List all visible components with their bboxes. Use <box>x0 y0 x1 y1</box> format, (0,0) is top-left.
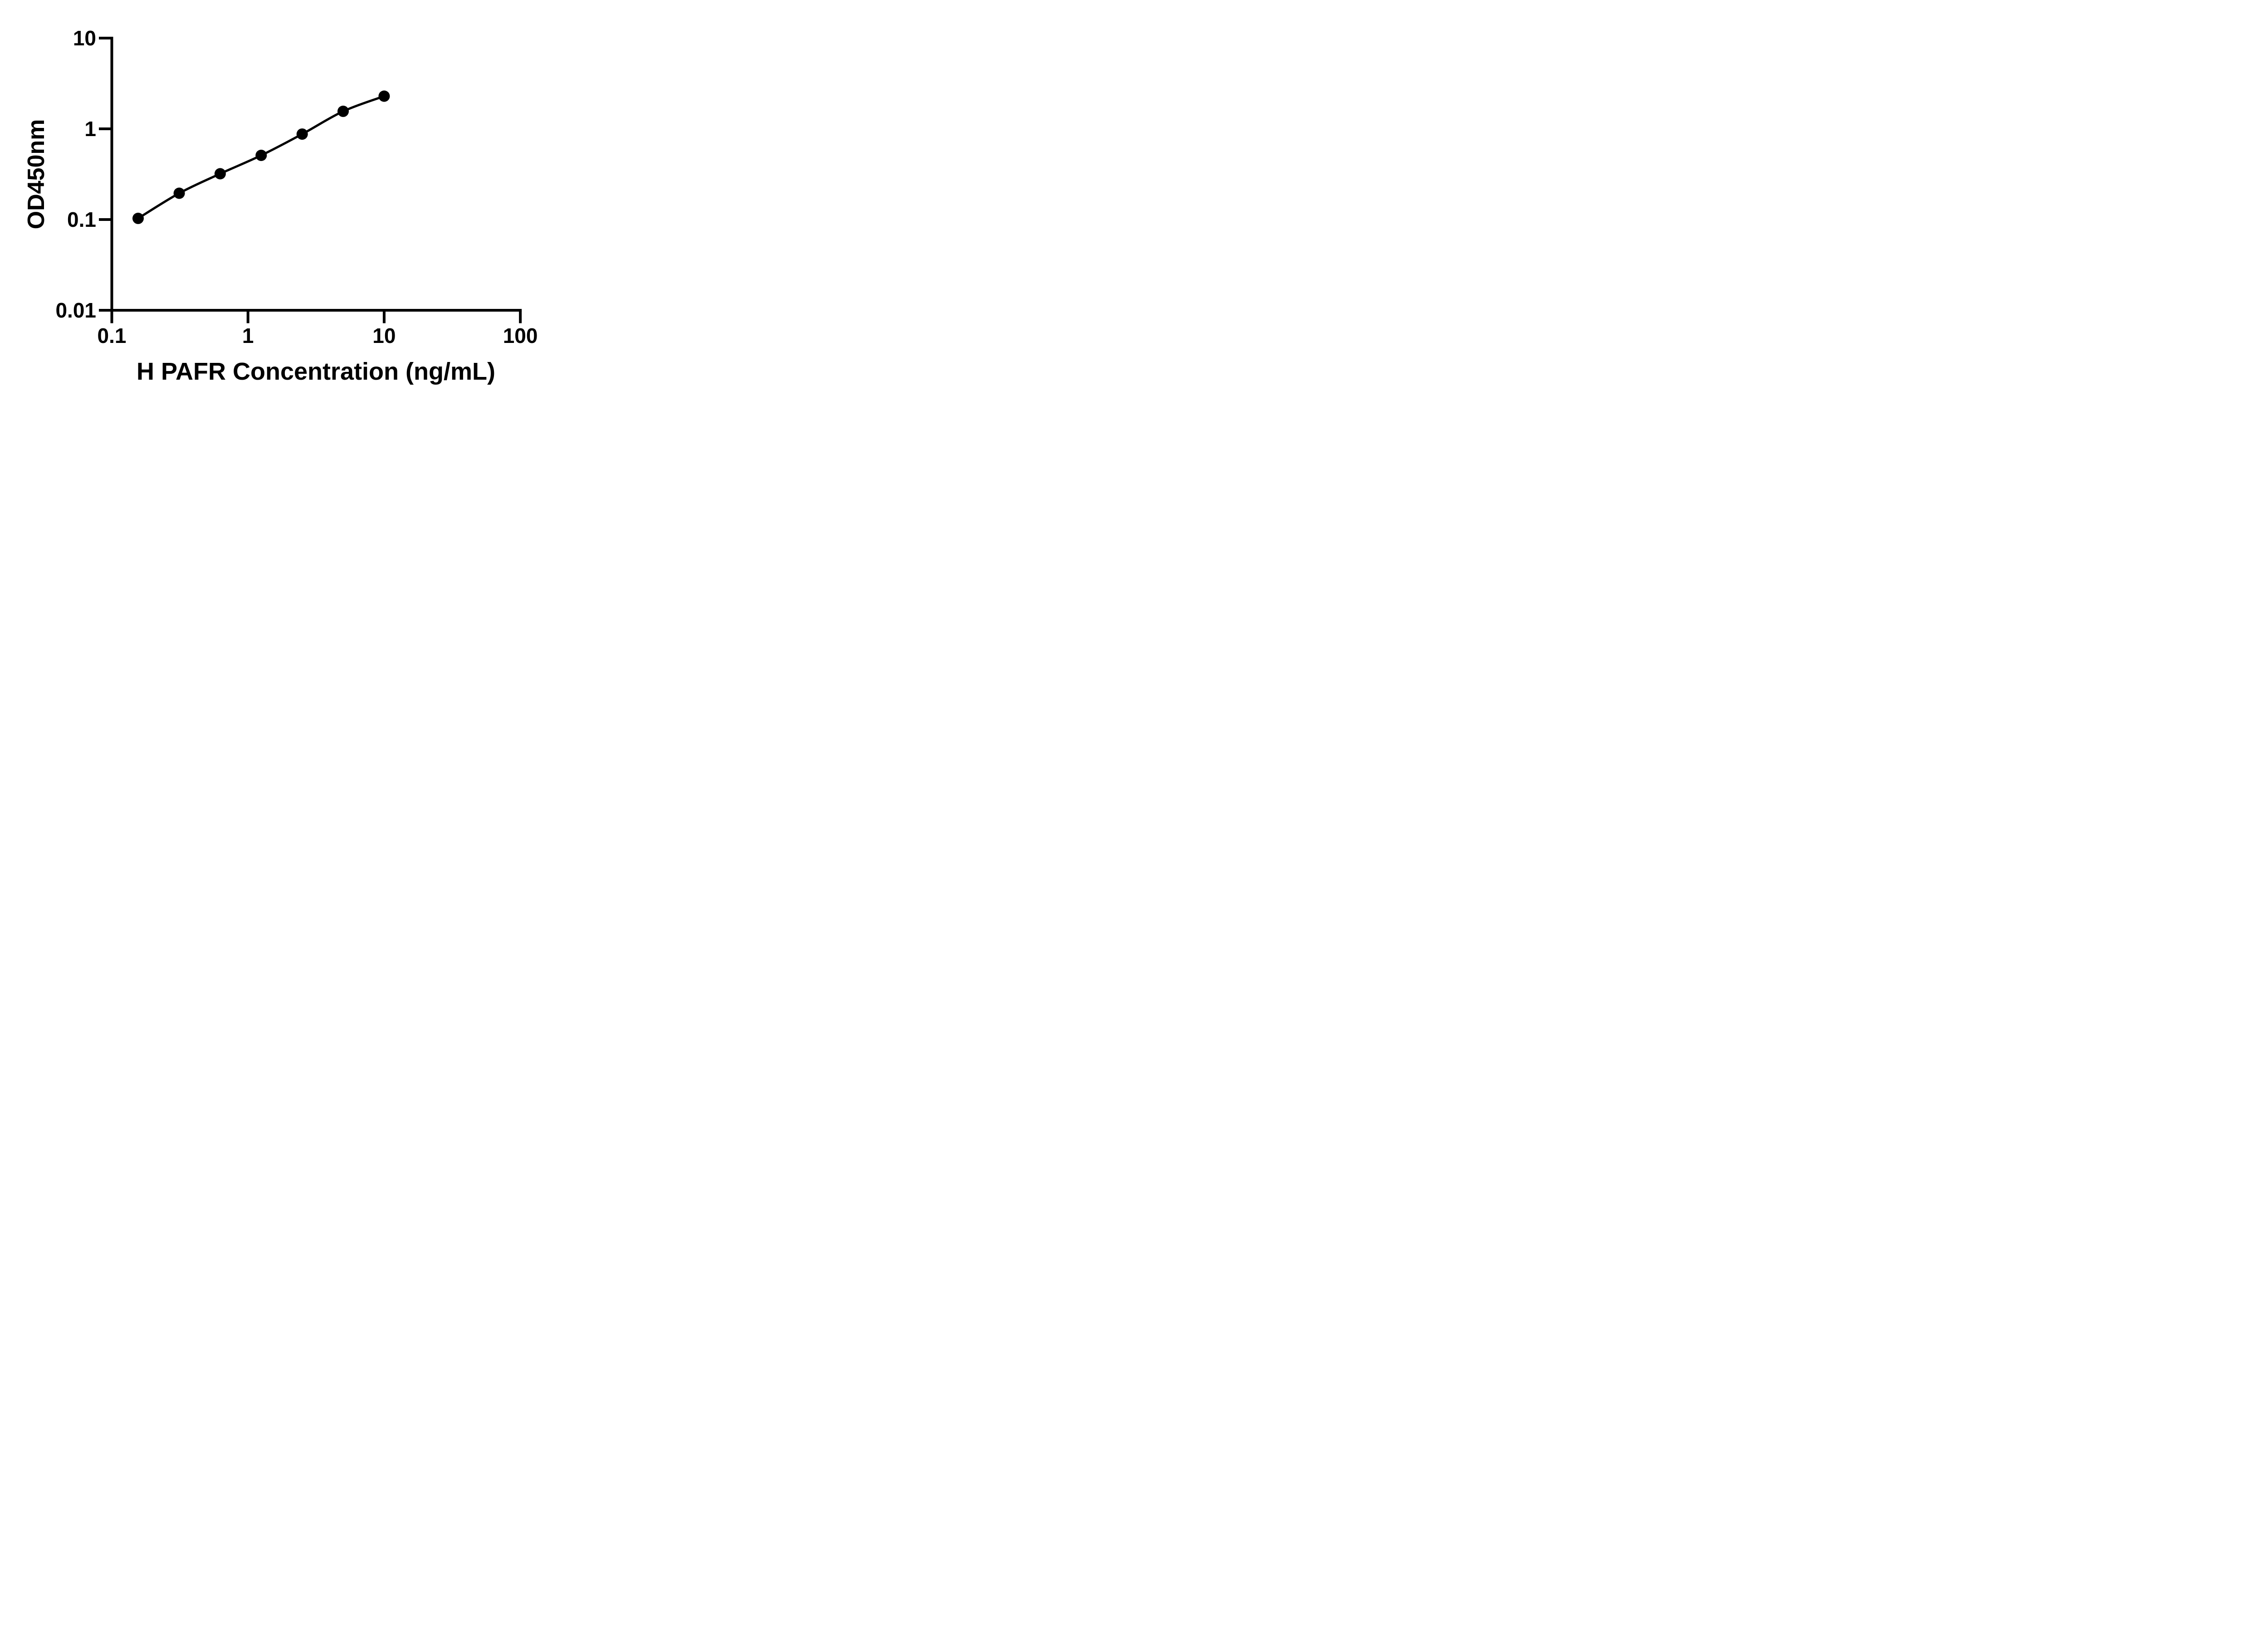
data-point-6 <box>378 90 390 102</box>
plot-canvas <box>99 37 522 323</box>
y-tick-label-0.01: 0.01 <box>55 298 96 322</box>
y-tick-label-1: 1 <box>84 117 96 141</box>
x-tick-label-1: 1 <box>242 324 254 347</box>
data-point-4 <box>296 128 308 140</box>
y-tick-label-10: 10 <box>73 26 96 50</box>
x-tick-label-100: 100 <box>503 324 538 347</box>
x-tick-label-10: 10 <box>372 324 396 347</box>
y-tick-label-0.1: 0.1 <box>67 208 96 231</box>
data-point-0 <box>132 212 144 224</box>
x-axis-title: H PAFR Concentration (ng/mL) <box>137 358 495 385</box>
elisa-standard-curve-figure: 10 1 0.1 0.01 0.1 1 10 100 H PAFR Concentratio… <box>0 0 582 408</box>
data-point-1 <box>173 187 185 199</box>
y-axis-title: OD450nm <box>23 119 49 230</box>
data-point-2 <box>214 168 226 180</box>
data-point-5 <box>337 105 349 117</box>
x-tick-label-0.1: 0.1 <box>97 324 127 347</box>
data-point-3 <box>255 150 267 161</box>
